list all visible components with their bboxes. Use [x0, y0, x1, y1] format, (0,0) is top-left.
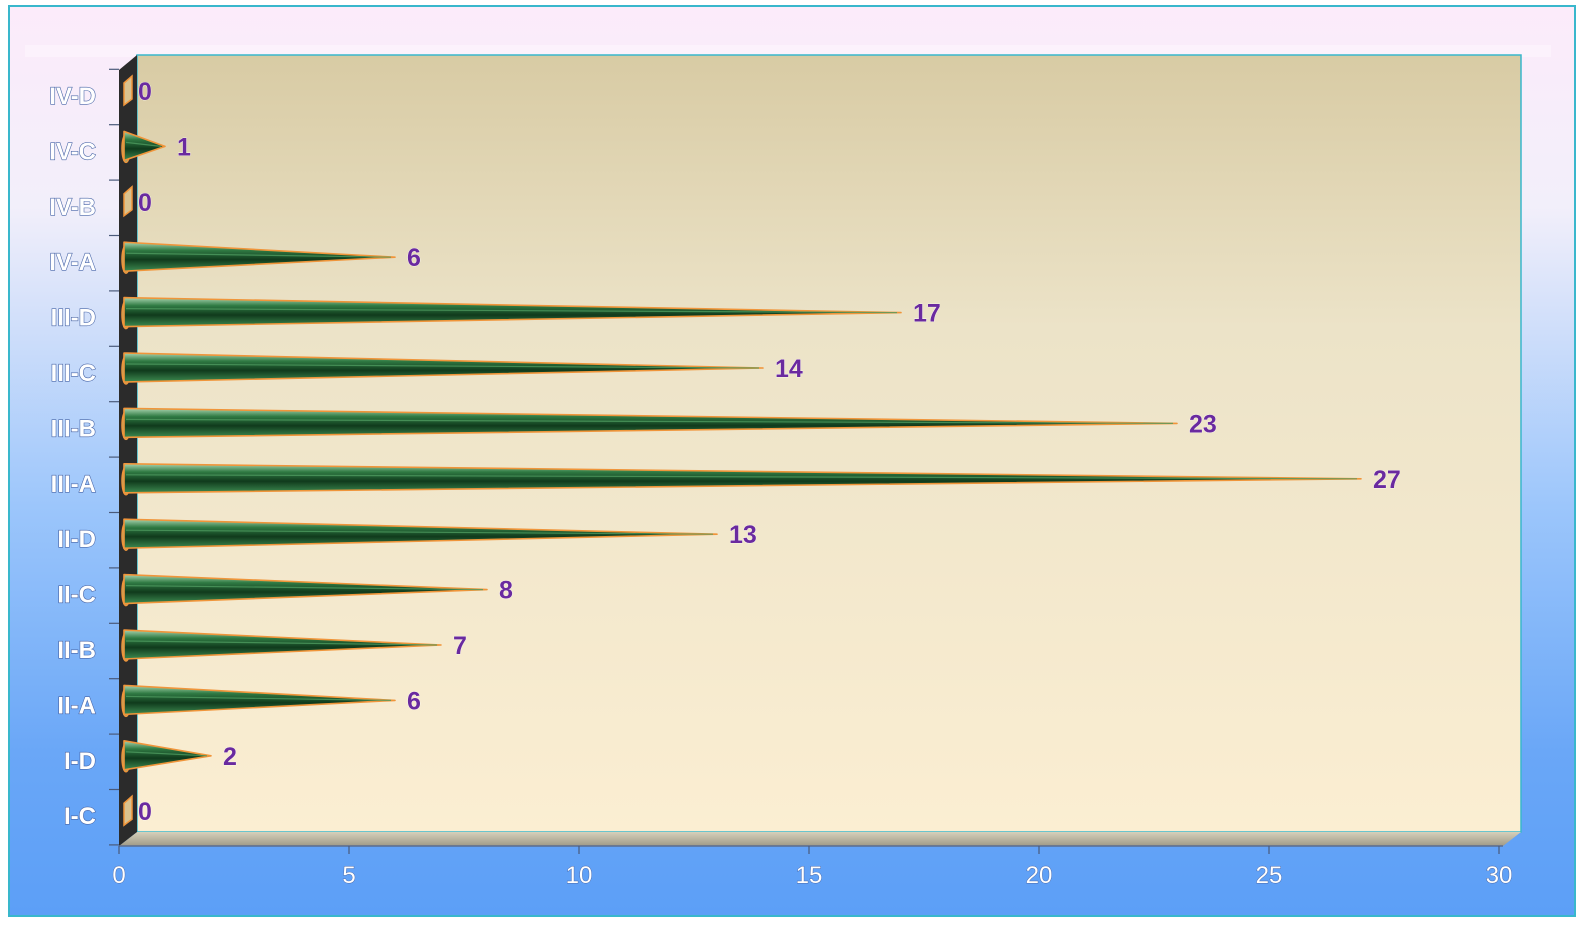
- x-tick-label: 20: [1026, 862, 1053, 889]
- category-labels: IV-D IV-C IV-B IV-A III-D III-C III-B III-A II-D…: [49, 82, 97, 830]
- bars: [121, 74, 1362, 827]
- bar-ii-a: [123, 684, 396, 716]
- x-tick-label: 10: [566, 862, 593, 889]
- value-label-ii-b: 7: [453, 632, 467, 660]
- category-label-iv-a: IV-A: [49, 249, 96, 276]
- bar-iii-c: [123, 352, 764, 383]
- value-label-iv-a: 6: [407, 244, 421, 272]
- category-label-iii-d: III-D: [51, 305, 96, 332]
- bar-highlight-iii-b: [125, 418, 1174, 424]
- x-tick-label: 15: [796, 862, 823, 889]
- x-tick-label: 25: [1256, 862, 1283, 889]
- value-label-iii-b: 23: [1189, 410, 1217, 438]
- plot-wall: [25, 45, 1551, 57]
- bar-iv-c: [123, 130, 166, 162]
- value-label-ii-d: 13: [729, 521, 757, 549]
- value-label-iv-b: 0: [138, 189, 152, 217]
- category-label-ii-c: II-C: [57, 582, 96, 609]
- bar-iii-a: [123, 462, 1362, 494]
- bar-iv-b: [123, 185, 133, 218]
- category-label-iv-b: IV-B: [49, 194, 96, 221]
- category-label-iii-a: III-A: [51, 471, 96, 498]
- bar-highlight-iii-c: [125, 363, 760, 369]
- bar-ii-d: [123, 518, 718, 550]
- bar-iv-d: [123, 74, 133, 107]
- bar-highlight-iv-c: [125, 141, 162, 147]
- category-label-ii-d: II-D: [57, 526, 96, 553]
- x-tick-label: 30: [1486, 862, 1513, 889]
- category-label-iv-d: IV-D: [49, 83, 96, 110]
- value-label-iii-d: 17: [913, 300, 941, 328]
- value-label-iii-a: 27: [1373, 466, 1401, 494]
- value-label-ii-c: 8: [499, 577, 513, 605]
- bar-highlight-ii-b: [125, 640, 438, 646]
- bar-highlight-ii-c: [125, 585, 484, 591]
- category-label-i-c: I-C: [64, 803, 96, 830]
- plot-background: [25, 45, 1551, 847]
- category-label-ii-b: II-B: [57, 637, 96, 664]
- category-label-iii-b: III-B: [51, 415, 96, 442]
- category-label-iii-c: III-C: [51, 360, 96, 387]
- category-label-iv-c: IV-C: [49, 138, 96, 165]
- bar-highlight-iii-d: [125, 308, 898, 314]
- value-label-iii-c: 14: [775, 355, 803, 383]
- bar-highlight-ii-d: [125, 529, 714, 535]
- bar-highlight-ii-a: [125, 695, 392, 701]
- bar-iii-d: [123, 296, 902, 328]
- value-label-ii-a: 6: [407, 687, 421, 715]
- x-axis-ticks: 0 5 10 15 20 25 30: [112, 846, 1513, 889]
- plot-floor: [119, 832, 1521, 846]
- plot-side-wall: [119, 55, 137, 846]
- value-label-i-d: 2: [223, 743, 237, 771]
- value-label-iv-d: 0: [138, 78, 152, 106]
- plot-back-wall: [136, 54, 1522, 833]
- bar-highlight-iii-a: [125, 474, 1358, 480]
- bar-i-d: [123, 739, 212, 771]
- bar-highlight-i-d: [125, 751, 208, 757]
- category-label-i-d: I-D: [64, 748, 96, 775]
- bar-i-c: [123, 794, 133, 827]
- value-label-i-c: 0: [138, 798, 152, 826]
- x-tick-label: 0: [112, 862, 125, 889]
- category-label-ii-a: II-A: [57, 692, 96, 719]
- bar-highlight-iv-a: [125, 252, 392, 258]
- y-axis-ticks: [109, 68, 119, 846]
- bar-iv-a: [123, 241, 396, 273]
- x-tick-label: 5: [342, 862, 355, 889]
- bar-iii-b: [123, 407, 1178, 439]
- bar-ii-c: [123, 573, 488, 605]
- bar-ii-b: [123, 629, 442, 660]
- value-label-iv-c: 1: [177, 133, 191, 161]
